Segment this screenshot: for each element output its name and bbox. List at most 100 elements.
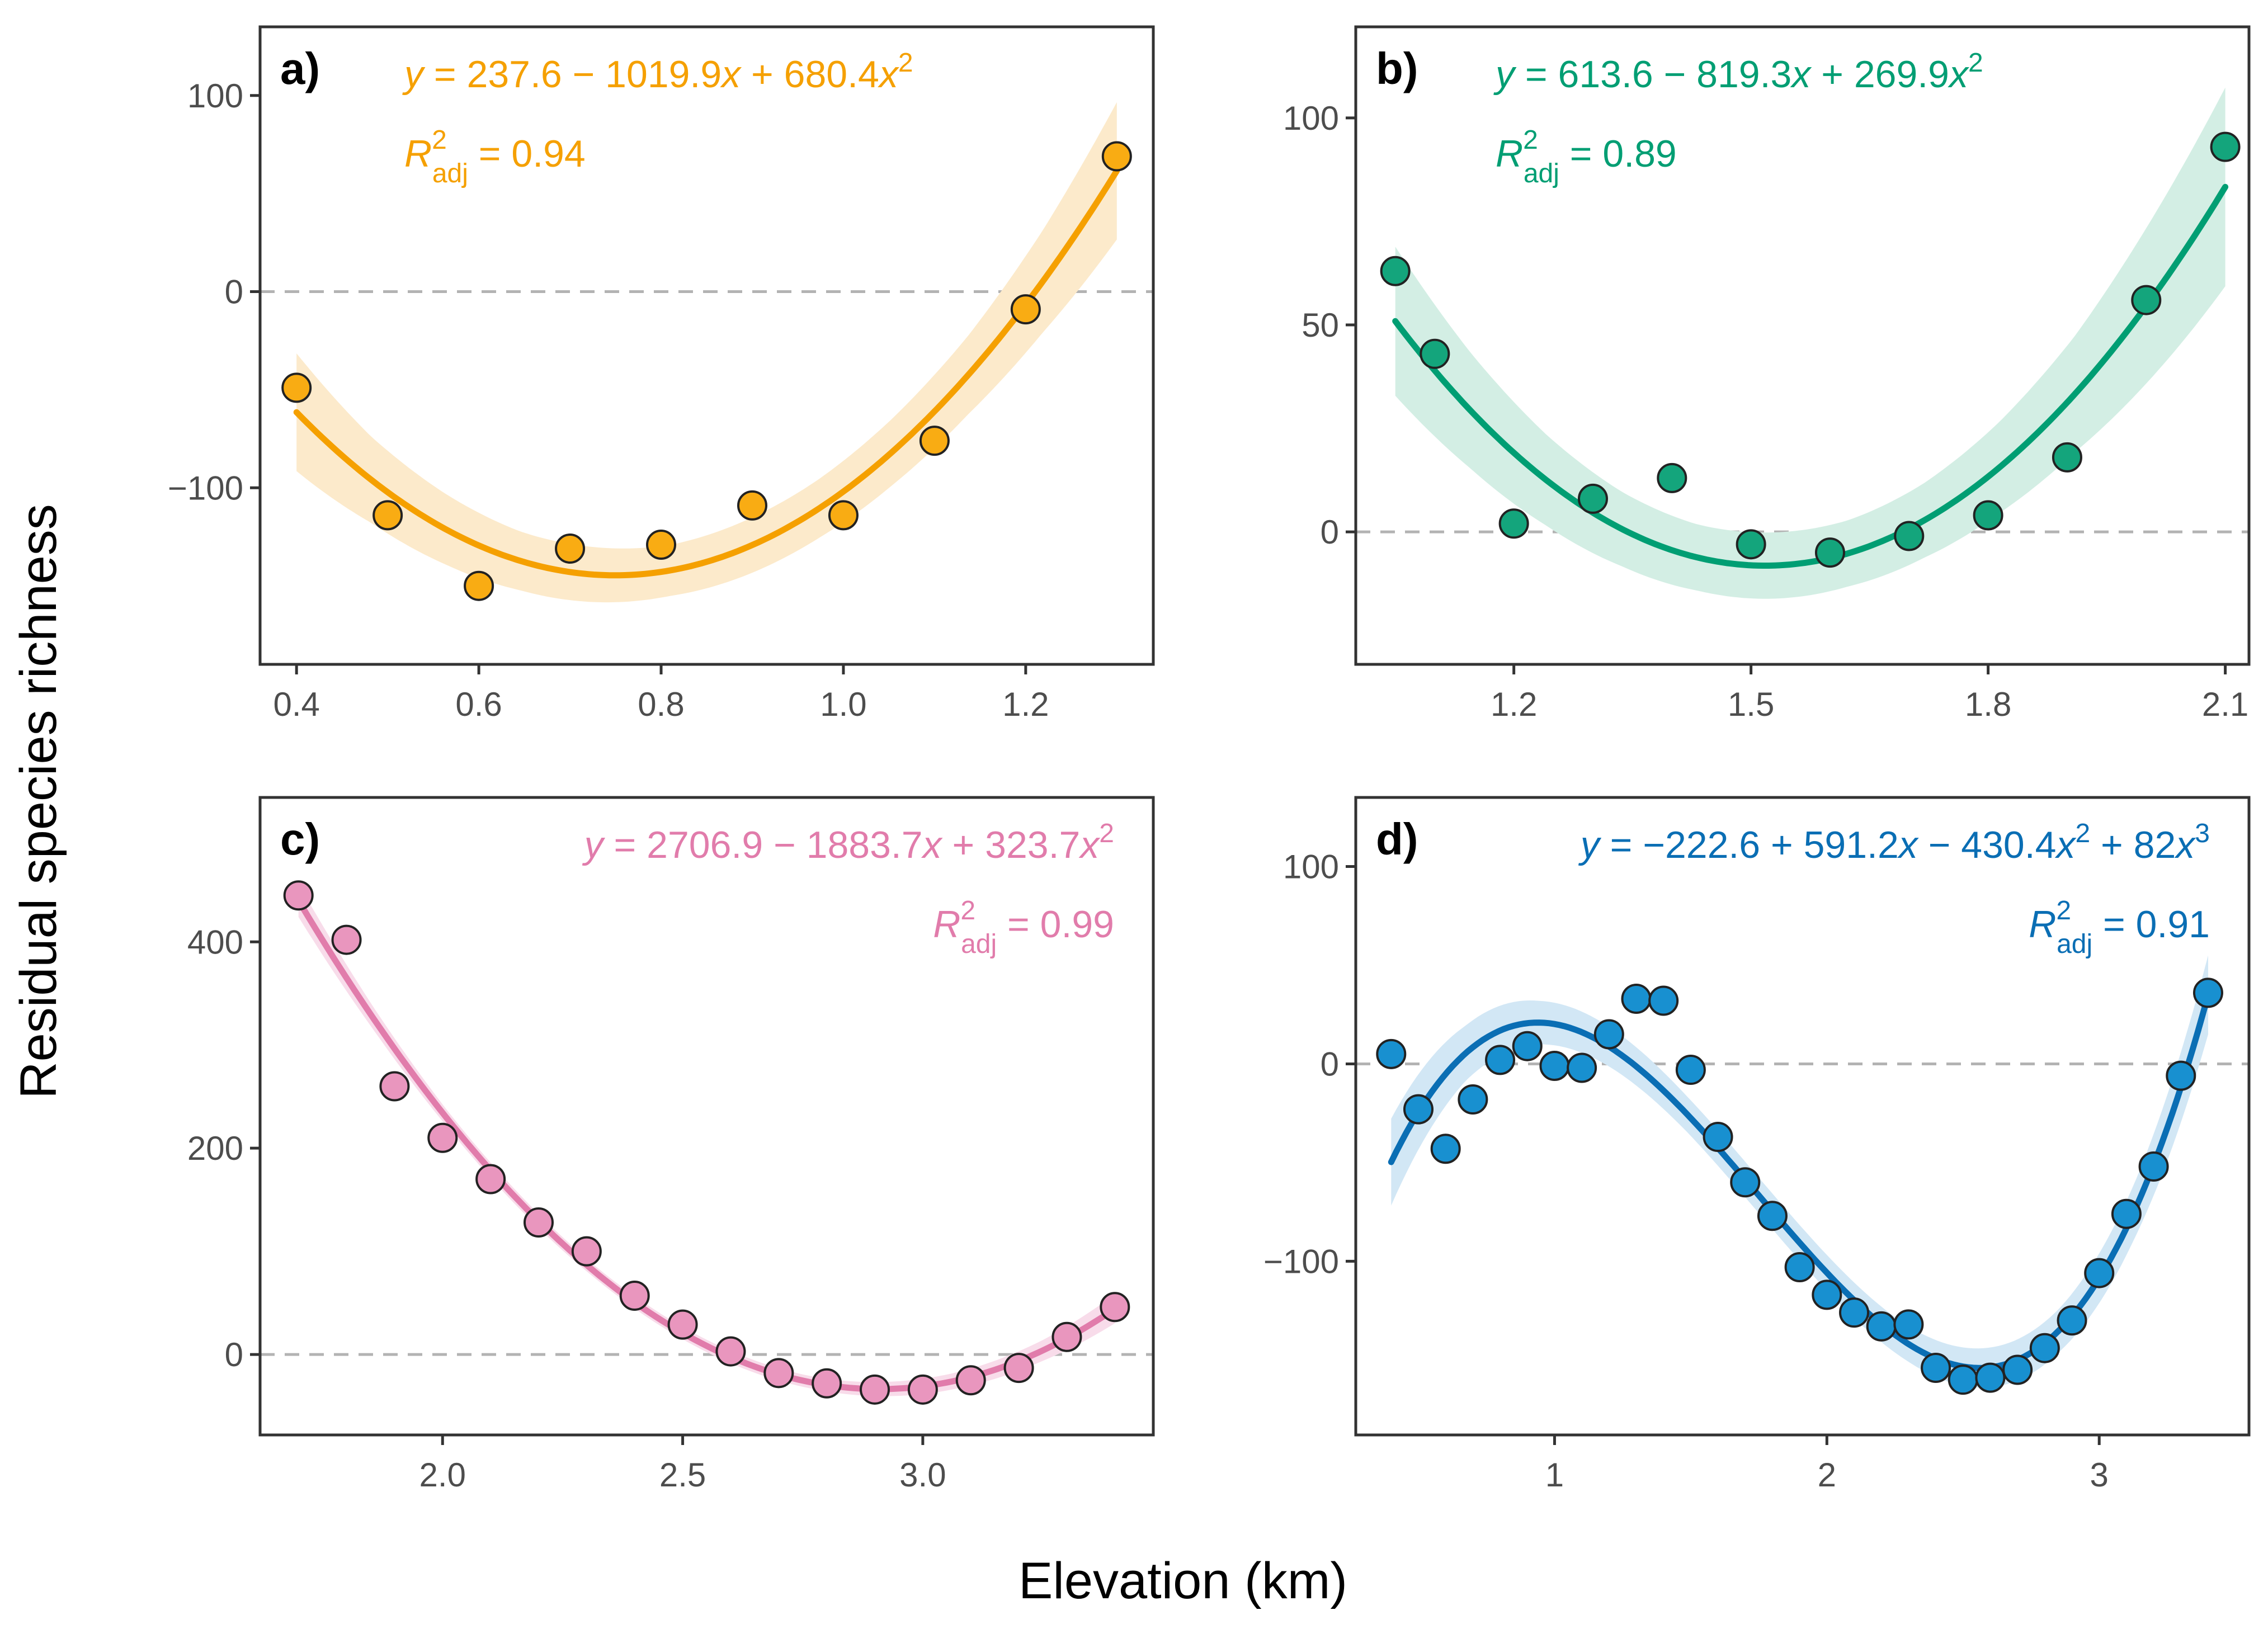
r-squared-value: = 0.99 xyxy=(997,903,1114,946)
data-point xyxy=(2131,285,2162,315)
r-squared-subscript: adj xyxy=(961,929,997,959)
r-squared-subscript: adj xyxy=(432,159,468,188)
data-point xyxy=(1648,985,1679,1016)
data-point xyxy=(427,1122,458,1153)
y-tick-label: 0 xyxy=(1321,513,1339,551)
data-point xyxy=(715,1336,746,1367)
data-point xyxy=(955,1365,986,1396)
panel-a: 0.4 0.6 0.8 1.0 1.2 −100 0 100 a) y = 237.6 − 101… xyxy=(168,25,1155,723)
x-tick-label: 3 xyxy=(2090,1456,2109,1494)
y-tick-label: −100 xyxy=(1263,1243,1339,1280)
data-point xyxy=(555,533,586,564)
x-tick-label: 1.5 xyxy=(1728,686,1774,723)
data-point xyxy=(1101,141,1132,172)
x-tick-label: 1.0 xyxy=(820,686,866,723)
equation-exponent: 2 xyxy=(1968,48,1983,78)
equation-variable-x: x xyxy=(1078,824,1100,866)
r-squared-subscript: adj xyxy=(1524,159,1559,188)
data-point xyxy=(1784,1252,1815,1282)
x-tick-label: 2 xyxy=(1818,1456,1836,1494)
data-point xyxy=(2166,1060,2196,1091)
x-tick-label: 3.0 xyxy=(899,1456,946,1494)
y-tick-label: 0 xyxy=(225,273,243,311)
fitted-curve xyxy=(1392,183,2229,569)
x-axis-title: Elevation (km) xyxy=(1019,1552,1347,1609)
data-point xyxy=(2052,442,2082,473)
y-tick-label: 0 xyxy=(1321,1045,1339,1083)
data-point xyxy=(1973,500,2003,531)
data-point xyxy=(1458,1084,1488,1115)
data-point xyxy=(1010,294,1041,325)
r-squared-label: R2 adj = 0.89 xyxy=(1496,125,1677,188)
data-point xyxy=(1621,984,1652,1014)
data-point xyxy=(1757,1201,1788,1231)
data-point xyxy=(1376,1038,1407,1069)
regression-equation: y = 237.6 − 1019.9x + 680.4x2 xyxy=(402,48,913,96)
x-tick-label: 0.4 xyxy=(273,686,319,723)
data-point xyxy=(523,1207,554,1238)
data-point xyxy=(1380,256,1411,286)
equation-exponent: 2 xyxy=(2075,819,2090,848)
data-point xyxy=(1839,1297,1870,1328)
equation-term: = 237.6 − 1019.9 xyxy=(423,53,722,96)
x-tick-label: 0.6 xyxy=(455,686,502,723)
data-point xyxy=(373,500,403,531)
x-tick-label: 1.2 xyxy=(1491,686,1537,723)
data-point xyxy=(281,372,312,403)
r-squared-exponent: 2 xyxy=(960,896,975,926)
data-point xyxy=(2029,1333,2060,1363)
equation-term: = 2706.9 − 1883.7 xyxy=(603,824,923,866)
equation-term: + 82 xyxy=(2090,824,2176,866)
x-tick-label: 1.8 xyxy=(1965,686,2011,723)
data-point xyxy=(737,490,767,521)
y-tick-label: 50 xyxy=(1302,306,1339,344)
data-point xyxy=(667,1309,698,1340)
data-point xyxy=(1812,1279,1842,1310)
x-tick-label: 1.2 xyxy=(1002,686,1049,723)
equation-variable-x: x xyxy=(720,53,742,96)
panel-label: b) xyxy=(1376,44,1418,93)
data-point xyxy=(1403,1094,1434,1125)
y-axis-title: Residual species richness xyxy=(10,504,67,1099)
y-tick-label: 100 xyxy=(1283,100,1339,137)
equation-variable-x: x xyxy=(1897,824,1919,866)
data-point xyxy=(1866,1311,1897,1342)
x-tick-label: 1 xyxy=(1545,1456,1564,1494)
data-point xyxy=(619,1280,650,1311)
equation-term: = 613.6 − 819.3 xyxy=(1515,53,1791,96)
data-point xyxy=(812,1368,842,1399)
data-point xyxy=(1657,462,1687,493)
data-point xyxy=(1430,1134,1461,1164)
r-squared-exponent: 2 xyxy=(1523,125,1538,155)
equation-variable-x: x xyxy=(2054,824,2076,866)
data-point xyxy=(2192,978,2223,1008)
r-squared-symbol: R xyxy=(2029,903,2056,946)
r-squared-symbol: R xyxy=(1496,133,1523,175)
data-point xyxy=(283,880,314,911)
equation-term: + 680.4 xyxy=(741,53,879,96)
data-point xyxy=(860,1374,890,1405)
equation-exponent: 3 xyxy=(2195,819,2210,848)
data-point xyxy=(571,1236,602,1267)
data-point xyxy=(1975,1362,2006,1393)
r-squared-value: = 0.89 xyxy=(1559,133,1677,175)
equation-term: = −222.6 + 591.2 xyxy=(1600,824,1899,866)
r-squared-subscript: adj xyxy=(2057,929,2092,959)
data-point xyxy=(1485,1045,1516,1075)
equation-variable-y: y xyxy=(1493,53,1517,96)
x-tick-label: 2.5 xyxy=(659,1456,706,1494)
r-squared-label: R2 adj = 0.91 xyxy=(2029,896,2210,959)
r-squared-value: = 0.94 xyxy=(468,133,586,175)
data-point xyxy=(1593,1019,1624,1050)
r-squared-value: = 0.91 xyxy=(2092,903,2210,946)
data-point xyxy=(1730,1167,1761,1198)
y-tick-label: 0 xyxy=(225,1336,243,1373)
data-point xyxy=(828,500,859,531)
x-tick-label: 0.8 xyxy=(638,686,684,723)
data-point xyxy=(2210,131,2241,162)
confidence-band xyxy=(296,102,1117,603)
r-squared-exponent: 2 xyxy=(2056,896,2071,926)
